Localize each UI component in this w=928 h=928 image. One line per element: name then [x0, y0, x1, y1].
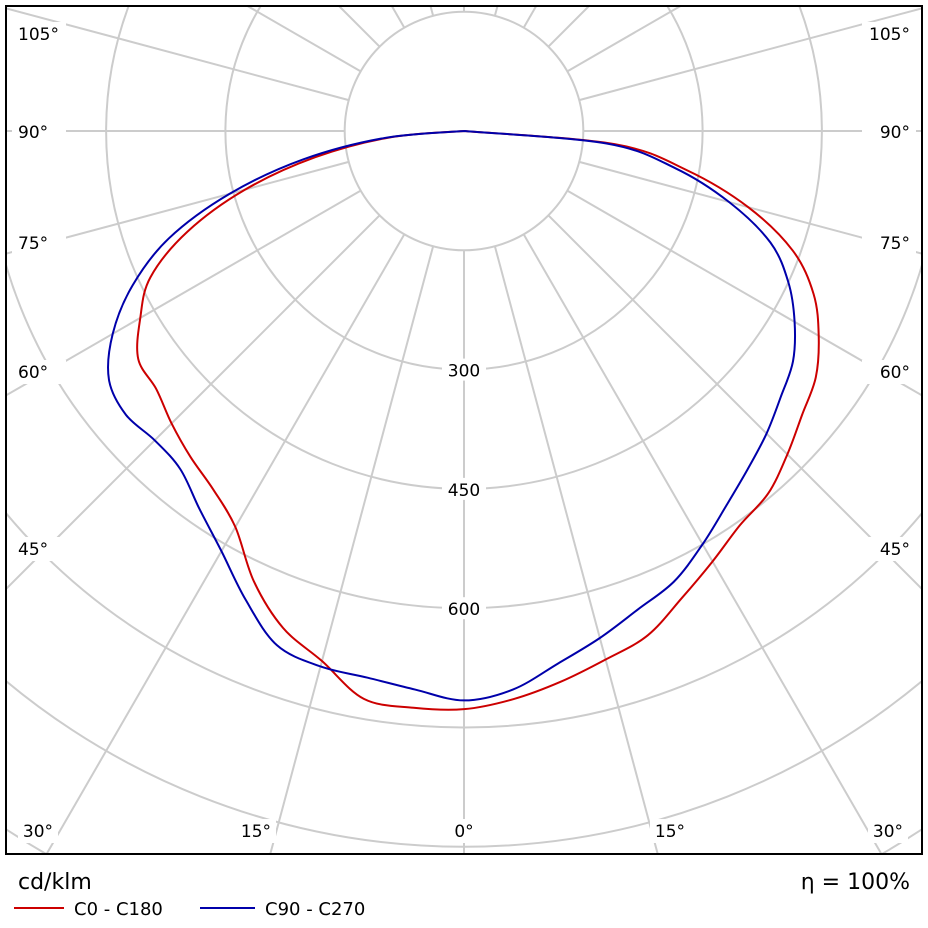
angle-tick-left: 45° — [12, 537, 66, 561]
angle-tick-bottom: 0° — [444, 819, 484, 843]
angle-tick-right: 75° — [862, 231, 916, 255]
grid-spoke — [547, 6, 590, 48]
angle-tick-bottom: 15° — [236, 819, 276, 843]
radial-tick-600: 600 — [442, 597, 486, 620]
angle-tick-right: 105° — [862, 22, 916, 46]
grid-spoke — [566, 6, 682, 73]
angle-tick-label: 90° — [18, 123, 48, 143]
grid-spoke — [6, 214, 381, 590]
angle-tick-label: 75° — [18, 234, 48, 254]
angle-tick-bottom: 30° — [868, 819, 908, 843]
angle-tick-bg — [862, 360, 916, 384]
angle-tick-bg — [18, 819, 58, 843]
angle-tick-label: 105° — [869, 25, 910, 45]
angle-tick-right: 45° — [862, 537, 916, 561]
grid-spoke — [45, 233, 406, 854]
grid-spoke — [246, 6, 362, 73]
angle-tick-bg — [650, 819, 690, 843]
series-c90-c270 — [107, 130, 797, 702]
plot-frame — [5, 5, 923, 855]
angle-tick-bg — [236, 819, 276, 843]
grid-spoke — [390, 6, 406, 29]
angle-tick-bg — [862, 120, 916, 144]
angle-tick-bg — [868, 819, 908, 843]
angle-tick-label: 30° — [873, 822, 903, 842]
legend: C0 - C180 C90 - C270 — [14, 899, 365, 920]
radial-tick-label: 300 — [448, 362, 480, 382]
series-layer — [107, 130, 820, 711]
radial-tick-300: 300 — [442, 358, 486, 382]
radial-tick-450: 450 — [442, 477, 486, 501]
angle-tick-bottom: 15° — [650, 819, 690, 843]
grid-spoke — [493, 245, 659, 854]
angle-tick-right: 90° — [862, 120, 916, 144]
radial-tick-bg — [442, 358, 486, 381]
radial-tick-label: 600 — [448, 600, 480, 620]
angle-tick-label: 45° — [18, 540, 48, 560]
angle-tick-right: 60° — [862, 360, 916, 384]
angle-tick-left: 75° — [12, 231, 66, 255]
angle-tick-label: 15° — [655, 822, 685, 842]
radial-tick-label: 450 — [448, 481, 480, 501]
angle-tick-left: 90° — [12, 120, 66, 144]
angle-tick-left: 105° — [12, 22, 66, 46]
grid-spoke — [547, 214, 922, 590]
grid-spoke — [338, 6, 381, 48]
angle-tick-label: 75° — [880, 234, 910, 254]
angle-tick-bg — [444, 819, 484, 843]
radial-tick-bg — [442, 597, 486, 620]
angle-tick-bg — [12, 22, 66, 46]
grid-spoke — [269, 245, 435, 854]
legend-label-c90-c270: C90 - C270 — [265, 899, 365, 920]
angle-tick-bg — [862, 537, 916, 561]
angle-tick-left: 60° — [12, 360, 66, 384]
angle-tick-bottom: 30° — [18, 819, 58, 843]
angle-tick-bg — [12, 360, 66, 384]
angle-tick-bg — [12, 120, 66, 144]
angle-tick-label: 0° — [454, 822, 473, 842]
angle-tick-label: 90° — [880, 123, 910, 143]
angle-tick-label: 45° — [880, 540, 910, 560]
radial-tick-bg — [442, 477, 486, 500]
grid-spoke — [429, 6, 435, 17]
angle-tick-label: 60° — [880, 363, 910, 383]
angle-tick-label: 15° — [241, 822, 271, 842]
angle-tick-bg — [12, 231, 66, 255]
efficiency-label: η = 100% — [801, 870, 910, 895]
angle-tick-label: 105° — [18, 25, 59, 45]
grid-spoke — [522, 6, 538, 29]
angle-tick-bg — [12, 537, 66, 561]
angle-tick-bg — [862, 231, 916, 255]
unit-label: cd/klm — [18, 870, 92, 895]
legend-label-c0-c180: C0 - C180 — [74, 899, 163, 920]
label-layer: 300 450 600 30° 15° 0° 15° 30° 45° 60° 75° 90° 105° 4… — [12, 22, 916, 843]
angle-tick-bg — [862, 22, 916, 46]
grid-spoke — [493, 6, 499, 17]
angle-tick-label: 30° — [23, 822, 53, 842]
series-c0-c180 — [136, 130, 820, 711]
angle-tick-label: 60° — [18, 363, 48, 383]
